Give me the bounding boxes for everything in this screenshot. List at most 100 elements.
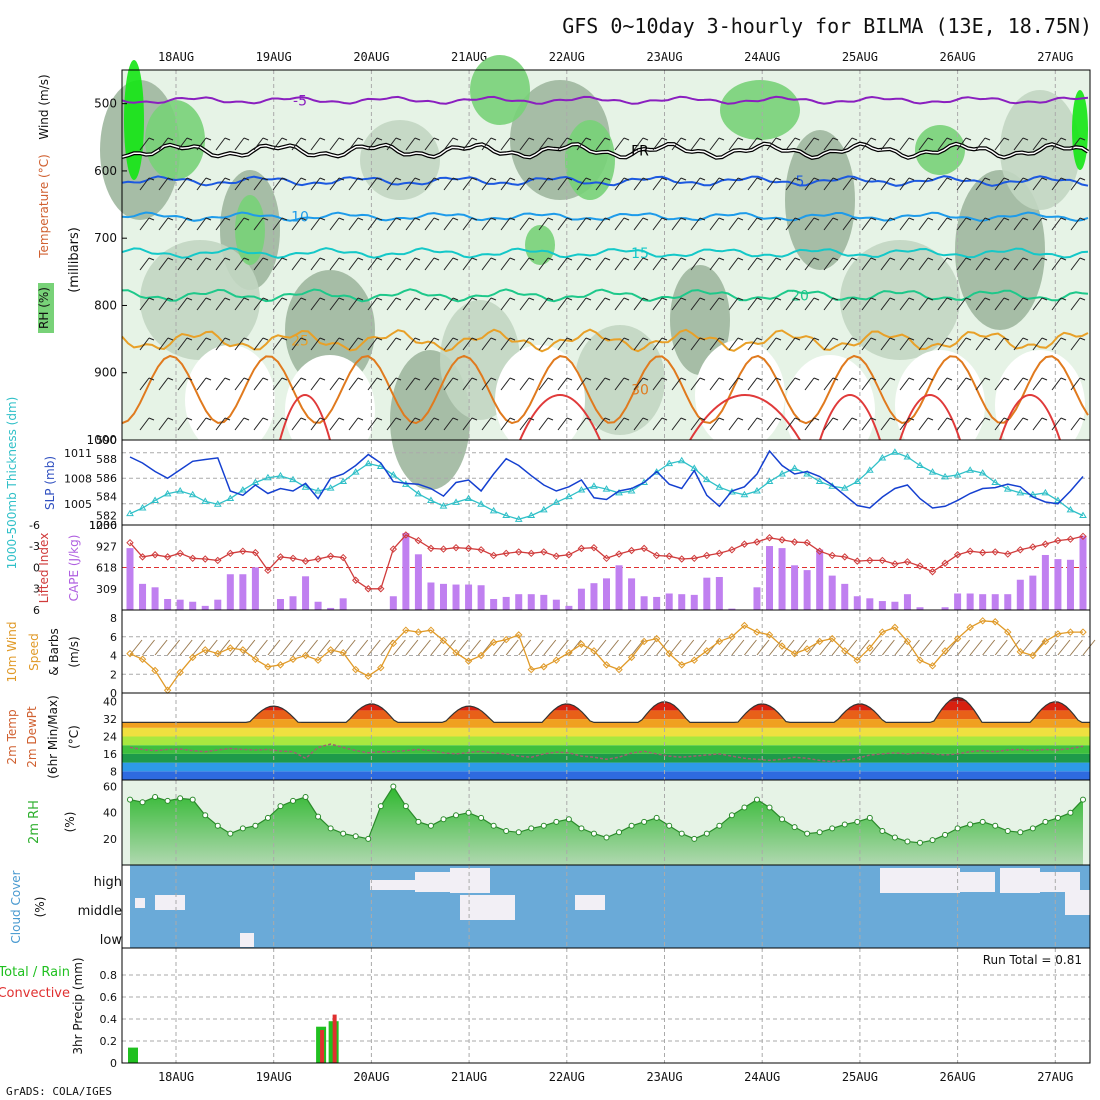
wind-barb — [367, 217, 378, 231]
wind10m-point — [377, 663, 385, 672]
wind10m-point — [540, 663, 548, 671]
precip-total-bar — [128, 1047, 138, 1063]
wind-barb-flag — [167, 137, 174, 141]
wind-barb-flag — [642, 177, 649, 181]
wind-barb — [310, 137, 321, 151]
date-label-bottom: 27AUG — [1037, 1070, 1073, 1084]
wind-barb — [196, 417, 207, 431]
wind-barb — [880, 297, 891, 311]
wind-barb — [272, 297, 283, 311]
wind-barb — [766, 217, 777, 231]
wind10m-barb — [944, 639, 958, 656]
wind-barb — [348, 297, 359, 311]
wind10m-point — [665, 649, 673, 658]
wind-barb — [481, 177, 492, 191]
wind10m-barb — [204, 639, 218, 656]
wind-barb — [462, 177, 473, 191]
rh2m-point — [214, 822, 221, 829]
wind-barb-flag — [984, 297, 991, 301]
wind-barb — [215, 257, 226, 271]
thickness-tick: 586 — [96, 472, 117, 485]
temp-band — [122, 719, 1090, 728]
cape-tick: 309 — [96, 583, 117, 596]
rh2m-point — [979, 818, 986, 825]
li-point — [891, 560, 899, 568]
wind10m-barb — [969, 639, 983, 656]
wind-barb-flag — [756, 377, 763, 381]
wind-barb — [671, 297, 682, 311]
wind-barb — [310, 417, 321, 431]
wind-tick: 0 — [110, 687, 117, 700]
wind10m-barb — [179, 639, 193, 656]
cape-bar — [991, 594, 999, 610]
cloud-level-high: high — [94, 875, 122, 890]
slp-axis-label: SLP (mb) — [43, 456, 57, 510]
wind-barb — [595, 257, 606, 271]
wind-barb-flag — [300, 137, 307, 141]
wind-barb — [329, 177, 340, 191]
wind-barb — [1013, 217, 1024, 231]
wind-barb — [557, 177, 568, 191]
li-point — [665, 552, 673, 560]
wind-barb — [1070, 337, 1081, 351]
wind-barb-flag — [528, 417, 535, 421]
wind-barb-flag — [243, 417, 250, 421]
li-tick: 3 — [33, 583, 40, 596]
wind-barb-flag — [281, 177, 288, 181]
pressure-axis-label: (millibars) — [67, 227, 82, 293]
li-point — [941, 559, 949, 567]
rh2m-point — [302, 794, 309, 800]
wind-barb — [291, 417, 302, 431]
li-point — [276, 553, 285, 561]
thickness-point — [138, 504, 147, 511]
li-point — [239, 547, 247, 555]
wind-barb-flag — [1060, 217, 1067, 221]
li-tick: 0 — [33, 561, 40, 574]
cape-bar — [828, 575, 836, 610]
cape-bar — [527, 594, 535, 610]
wind-tick: 8 — [110, 612, 117, 625]
wind-barb — [1032, 177, 1043, 191]
rh2m-point — [152, 794, 159, 800]
wind-barb-flag — [376, 217, 383, 221]
wind10m-barb — [1057, 639, 1071, 656]
wind-barb — [576, 337, 587, 351]
wind-barb — [177, 137, 188, 151]
li-point — [753, 538, 761, 546]
wind-barb-flag — [566, 177, 573, 181]
wind-barb-flag — [661, 417, 668, 421]
wind-barb-flag — [414, 257, 421, 261]
wind-barb — [519, 137, 530, 151]
rh-shading — [145, 100, 205, 180]
wind-barb — [272, 217, 283, 231]
wind-barb — [937, 297, 948, 311]
date-label-bottom: 21AUG — [451, 1070, 487, 1084]
wind-barb-flag — [262, 257, 269, 261]
wind-barb-flag — [148, 297, 155, 301]
cape-bar — [289, 596, 297, 610]
wind10m-point — [339, 648, 347, 657]
wind-barb-flag — [737, 297, 744, 301]
wind-barb — [1070, 377, 1081, 391]
wind-barb-flag — [908, 417, 915, 421]
thickness-point — [564, 492, 573, 500]
rh2m-tick: 20 — [103, 833, 117, 846]
wind-barb — [139, 337, 150, 351]
wind-barb — [405, 177, 416, 191]
rh2m-point — [1054, 814, 1061, 821]
wind-barb-flag — [319, 297, 326, 301]
wind-barb-flag — [547, 257, 554, 261]
li-point — [251, 548, 260, 557]
wind-barb — [215, 137, 226, 151]
wind-barb — [196, 377, 207, 391]
rh2m-point — [891, 834, 898, 841]
wind10m-barb — [468, 639, 481, 656]
cape-axis-label: CAPE (J/kg) — [67, 535, 81, 602]
rh2m-tick: 40 — [103, 807, 117, 820]
wind-barb — [1032, 137, 1043, 151]
precip-tick: 0.2 — [100, 1035, 118, 1048]
wind10m-barb — [443, 639, 456, 656]
wind-barb — [272, 177, 283, 191]
wind-barb — [367, 377, 378, 391]
thickness-point — [778, 470, 786, 477]
